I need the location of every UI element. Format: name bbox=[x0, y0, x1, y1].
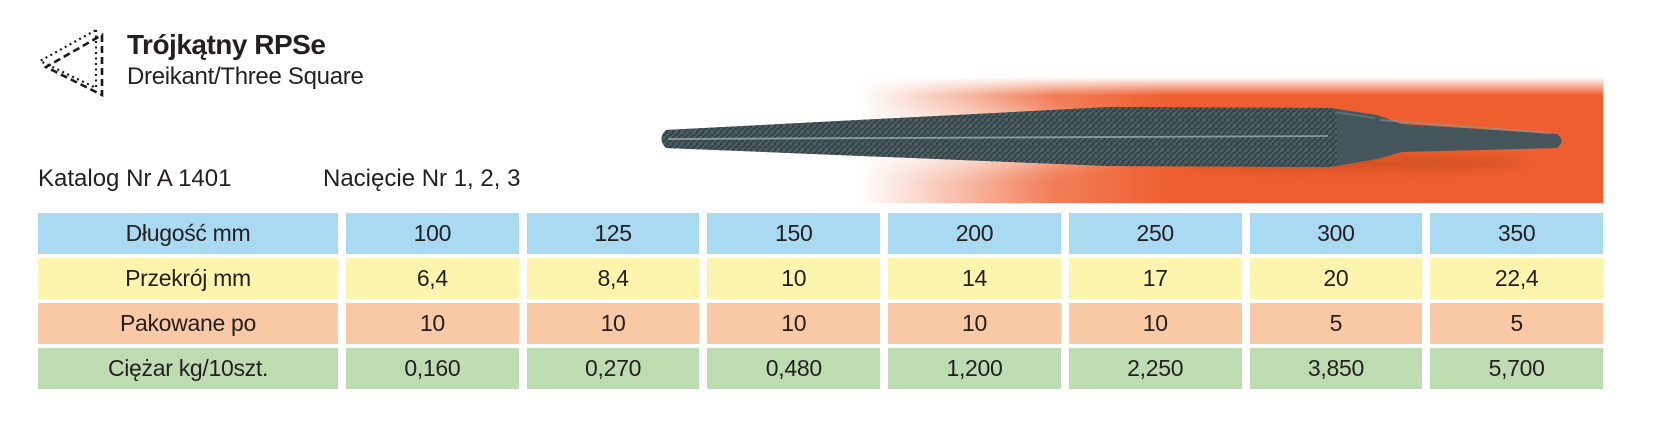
spec-cell: 22,4 bbox=[1430, 258, 1603, 299]
spec-table: Długość mm 100 125 150 200 250 300 350 P… bbox=[38, 213, 1603, 389]
spec-cell: 10 bbox=[526, 303, 700, 344]
spec-cell: 14 bbox=[888, 258, 1061, 299]
page-title: Trójkątny RPSe bbox=[127, 29, 326, 60]
spec-cell: 6,4 bbox=[346, 258, 519, 299]
spec-cell: 5,700 bbox=[1430, 348, 1603, 389]
cut-numbers-label: Nacięcie Nr 1, 2, 3 bbox=[323, 165, 521, 192]
spec-cell: 10 bbox=[707, 258, 881, 299]
spec-cell: 0,160 bbox=[346, 348, 519, 389]
spec-cell: 10 bbox=[1068, 303, 1242, 344]
spec-cell: 0,480 bbox=[707, 348, 881, 389]
spec-cell: 300 bbox=[1249, 213, 1423, 254]
spec-row-label: Przekrój mm bbox=[38, 258, 338, 299]
spec-cell: 5 bbox=[1430, 303, 1603, 344]
spec-cell: 1,200 bbox=[888, 348, 1061, 389]
spec-cell: 200 bbox=[888, 213, 1061, 254]
spec-row-label: Ciężar kg/10szt. bbox=[38, 348, 338, 389]
spec-cell: 150 bbox=[707, 213, 881, 254]
spec-cell: 10 bbox=[888, 303, 1061, 344]
spec-cell: 125 bbox=[526, 213, 700, 254]
spec-cell: 2,250 bbox=[1068, 348, 1242, 389]
triangle-cross-section-icon bbox=[37, 28, 104, 98]
spec-cell: 5 bbox=[1249, 303, 1423, 344]
spec-cell: 10 bbox=[707, 303, 881, 344]
spec-row-label: Pakowane po bbox=[38, 303, 338, 344]
spec-cell: 100 bbox=[346, 213, 519, 254]
spec-cell: 10 bbox=[346, 303, 519, 344]
spec-cell: 8,4 bbox=[526, 258, 700, 299]
spec-cell: 350 bbox=[1430, 213, 1603, 254]
spec-cell: 17 bbox=[1068, 258, 1242, 299]
spec-cell: 20 bbox=[1249, 258, 1423, 299]
spec-cell: 3,850 bbox=[1249, 348, 1423, 389]
catalog-number-label: Katalog Nr A 1401 bbox=[38, 165, 232, 192]
spec-cell: 0,270 bbox=[526, 348, 700, 389]
page-subtitle: Dreikant/Three Square bbox=[127, 63, 364, 90]
triangular-file-photo bbox=[661, 107, 1562, 167]
spec-cell: 250 bbox=[1068, 213, 1242, 254]
spec-row-label: Długość mm bbox=[38, 213, 338, 254]
